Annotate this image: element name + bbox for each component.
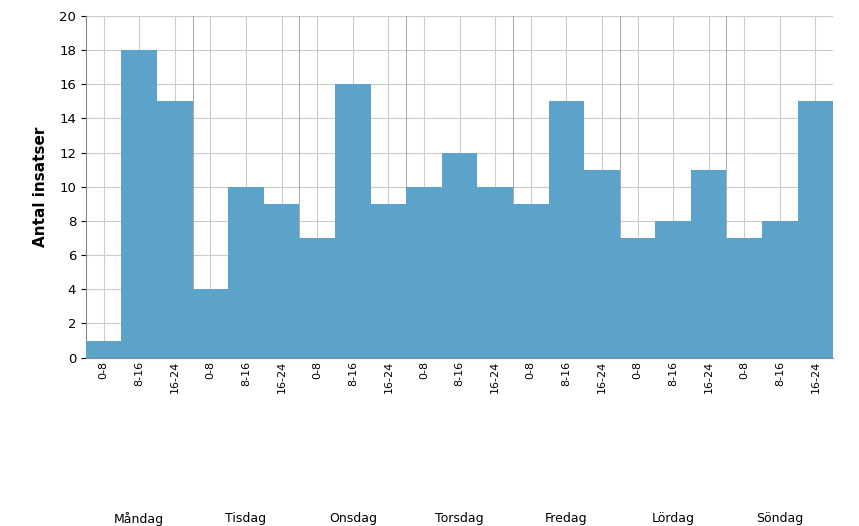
Bar: [192, 289, 228, 358]
Bar: [691, 169, 727, 358]
Bar: [264, 204, 300, 358]
Bar: [442, 153, 478, 358]
Bar: [798, 101, 833, 358]
Bar: [121, 50, 157, 358]
Text: Fredag
(16,1%): Fredag (16,1%): [542, 511, 591, 526]
Bar: [157, 101, 192, 358]
Y-axis label: Antal insatser: Antal insatser: [33, 127, 48, 247]
Text: Tisdag
(10,6%): Tisdag (10,6%): [222, 511, 271, 526]
Text: Lördag
(12,4%): Lördag (12,4%): [649, 511, 698, 526]
Text: Torsdag
(14,3%): Torsdag (14,3%): [435, 511, 484, 526]
Text: Söndag
(13,8%): Söndag (13,8%): [755, 511, 805, 526]
Bar: [584, 169, 619, 358]
Bar: [478, 187, 513, 358]
Text: Onsdag
(14,7%): Onsdag (14,7%): [328, 511, 378, 526]
Bar: [727, 238, 762, 358]
Bar: [655, 221, 691, 358]
Bar: [86, 341, 121, 358]
Bar: [549, 101, 584, 358]
Bar: [406, 187, 442, 358]
Bar: [370, 204, 406, 358]
Bar: [619, 238, 655, 358]
Text: Måndag
(18,0%): Måndag (18,0%): [114, 511, 164, 526]
Bar: [228, 187, 264, 358]
Bar: [335, 84, 370, 358]
Bar: [762, 221, 798, 358]
Bar: [300, 238, 335, 358]
Bar: [513, 204, 549, 358]
